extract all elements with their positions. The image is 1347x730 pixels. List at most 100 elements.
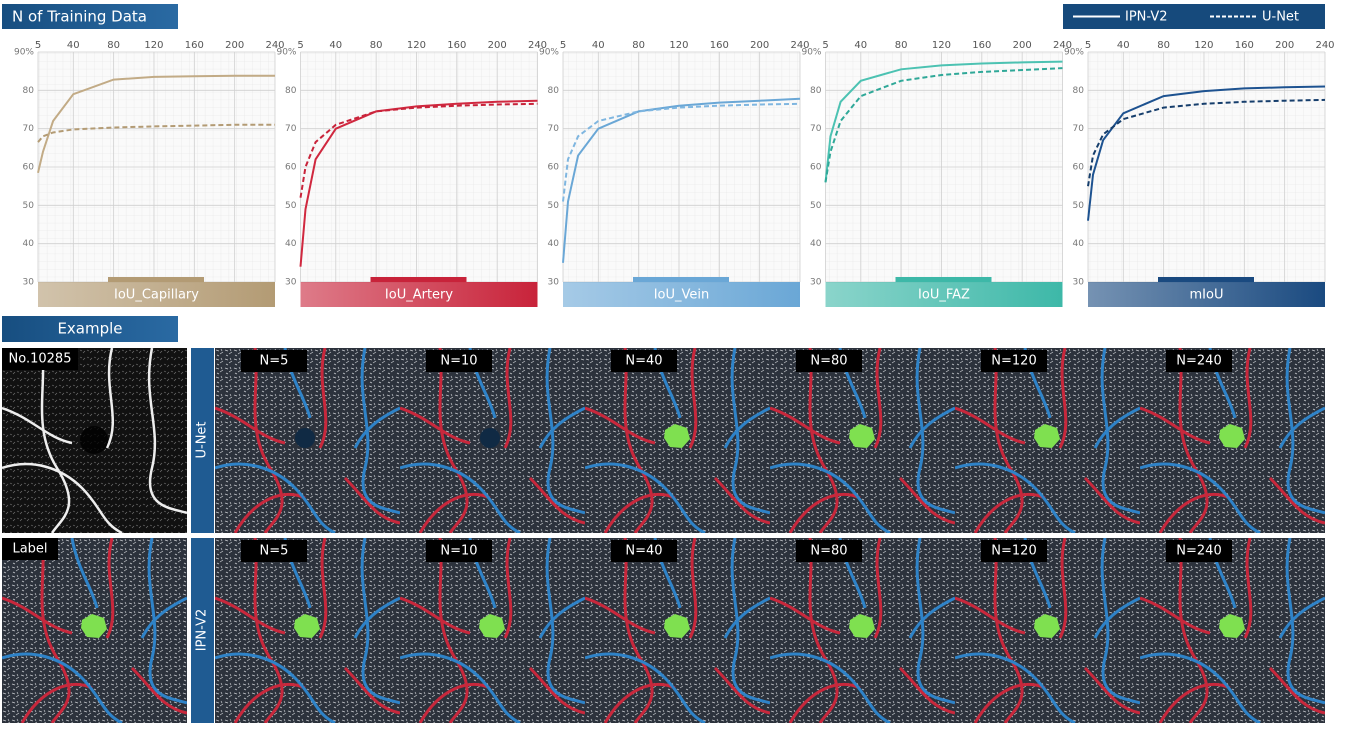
image-panel [585,348,770,533]
image-panel [215,538,400,723]
model-label: U-Net [195,421,210,458]
x-tick-label: 200 [1275,40,1294,51]
y-tick-label: 80 [23,86,35,96]
y-tick-label: 70 [810,124,822,134]
panel-tag: N=40 [625,544,662,559]
panel-tag: N=120 [991,354,1036,369]
panel-tag: Label [12,542,47,557]
title-tab [371,277,467,282]
chart: 30405060708090%54080120160200240IoU_FAZ [801,40,1072,307]
x-tick-label: 5 [560,40,566,51]
title-tab [633,277,729,282]
x-tick-label: 40 [67,40,80,51]
y-tick-label: 80 [810,86,822,96]
chart-title: IoU_FAZ [918,288,970,303]
x-tick-label: 120 [407,40,426,51]
image-panel [770,348,955,533]
x-tick-label: 40 [329,40,342,51]
panel-tag: N=240 [1176,354,1221,369]
y-tick-label: 90% [14,48,34,58]
header-title: N of Training Data [12,8,147,26]
y-tick-label: 60 [1073,163,1085,173]
x-tick-label: 160 [185,40,204,51]
x-tick-label: 80 [107,40,120,51]
x-tick-label: 160 [972,40,991,51]
x-tick-label: 120 [932,40,951,51]
y-tick-label: 40 [548,239,560,249]
x-tick-label: 80 [895,40,908,51]
y-tick-label: 30 [285,278,297,288]
y-tick-label: 80 [548,86,560,96]
x-tick-label: 120 [669,40,688,51]
panel-tag: N=240 [1176,544,1221,559]
image-panel [1140,538,1325,723]
faz-blob [480,428,500,448]
image-panel [770,538,955,723]
panel-tag: N=80 [810,354,847,369]
image-panel [2,348,187,533]
x-tick-label: 5 [297,40,303,51]
panel-tag: N=40 [625,354,662,369]
x-tick-label: 40 [854,40,867,51]
y-tick-label: 30 [810,278,822,288]
x-tick-label: 40 [592,40,605,51]
panel-tag: N=80 [810,544,847,559]
x-tick-label: 80 [632,40,645,51]
x-tick-label: 200 [750,40,769,51]
y-tick-label: 70 [548,124,560,134]
x-tick-label: 240 [1315,40,1334,51]
x-tick-label: 80 [370,40,383,51]
y-tick-label: 50 [548,201,560,211]
image-panel [1140,348,1325,533]
y-tick-label: 80 [285,86,297,96]
x-tick-label: 120 [144,40,163,51]
y-tick-label: 30 [548,278,560,288]
x-tick-label: 160 [1235,40,1254,51]
y-tick-label: 60 [285,163,297,173]
y-tick-label: 90% [539,48,559,58]
image-panel [955,538,1140,723]
chart-title: IoU_Vein [654,288,710,303]
title-tab [896,277,992,282]
panel-tag: N=10 [440,354,477,369]
image-panel [585,538,770,723]
x-tick-label: 120 [1194,40,1213,51]
panel-tag: N=5 [260,354,289,369]
y-tick-label: 30 [1073,278,1085,288]
legend-label: IPN-V2 [1125,10,1168,25]
panel-tag: N=10 [440,544,477,559]
panel-tag: N=5 [260,544,289,559]
title-tab [108,277,204,282]
y-tick-label: 90% [276,48,296,58]
y-tick-label: 40 [23,239,35,249]
fovea [80,426,108,454]
y-tick-label: 60 [810,163,822,173]
title-tab [1158,277,1254,282]
model-label: IPN-V2 [195,609,210,652]
chart-title: mIoU [1190,288,1224,303]
figure: N of Training Data IPN-V2 U-Net Example … [0,0,1347,726]
y-tick-label: 90% [1064,48,1084,58]
y-tick-label: 50 [1073,201,1085,211]
y-tick-label: 70 [23,124,35,134]
y-tick-label: 80 [1073,86,1085,96]
faz-blob [295,428,315,448]
x-tick-label: 5 [1085,40,1091,51]
y-tick-label: 50 [23,201,35,211]
chart: 30405060708090%54080120160200240IoU_Arte… [276,40,547,307]
y-tick-label: 70 [1073,124,1085,134]
chart-title: IoU_Capillary [114,288,199,303]
image-panel [400,348,585,533]
image-panel [2,538,187,723]
panel-tag: No.10285 [9,352,72,367]
example-title: Example [57,320,122,338]
y-tick-label: 70 [285,124,297,134]
x-tick-label: 40 [1117,40,1130,51]
image-panel [955,348,1140,533]
image-panel [400,538,585,723]
x-tick-label: 80 [1157,40,1170,51]
y-tick-label: 60 [23,163,35,173]
chart-title: IoU_Artery [385,288,453,303]
